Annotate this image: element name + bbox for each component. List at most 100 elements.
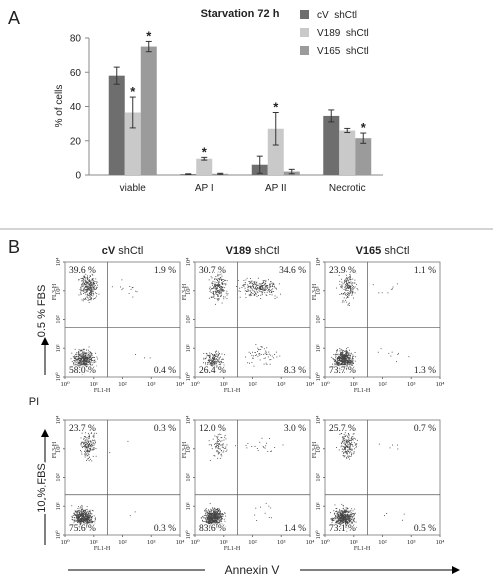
- event-dot: [354, 365, 356, 367]
- event-dot: [347, 447, 349, 448]
- event-dot: [346, 356, 348, 358]
- event-dot: [345, 447, 346, 449]
- event-dot: [223, 448, 225, 449]
- event-dot: [73, 362, 74, 364]
- event-dot: [219, 361, 220, 363]
- event-dot: [216, 365, 218, 367]
- event-dot: [210, 289, 211, 291]
- event-dot: [86, 296, 88, 298]
- event-dot: [348, 284, 350, 286]
- event-dot: [340, 517, 342, 519]
- event-dot: [90, 358, 91, 360]
- event-dot: [352, 369, 354, 370]
- event-dot: [349, 277, 351, 279]
- event-dot: [81, 514, 83, 516]
- event-dot: [80, 288, 82, 290]
- event-dot: [83, 436, 85, 437]
- event-dot: [95, 281, 97, 282]
- event-dot: [214, 368, 216, 370]
- event-dot: [88, 432, 89, 434]
- event-dot: [217, 292, 219, 293]
- event-dot: [84, 454, 86, 455]
- event-dot: [89, 280, 91, 281]
- event-dot: [85, 358, 87, 360]
- event-dot: [346, 283, 347, 284]
- event-dot: [121, 289, 123, 291]
- event-dot: [91, 278, 93, 280]
- event-dot: [81, 280, 83, 282]
- event-dot: [274, 295, 276, 297]
- event-dot: [92, 359, 94, 361]
- event-dot: [353, 433, 355, 434]
- event-dot: [343, 522, 344, 524]
- event-dot: [256, 285, 257, 287]
- event-dot: [220, 288, 222, 290]
- event-dot: [78, 359, 80, 361]
- event-dot: [218, 292, 220, 294]
- event-dot: [88, 523, 90, 525]
- event-dot: [79, 519, 81, 520]
- event-dot: [90, 519, 92, 521]
- event-dot: [350, 444, 351, 445]
- event-dot: [267, 356, 269, 358]
- event-dot: [257, 277, 259, 279]
- event-dot: [90, 448, 91, 450]
- event-dot: [77, 519, 78, 521]
- event-dot: [82, 523, 84, 525]
- event-dot: [215, 278, 217, 280]
- event-dot: [346, 451, 347, 453]
- x-axis-name: FL1-H: [224, 546, 241, 552]
- event-dot: [209, 286, 211, 288]
- event-dot: [89, 358, 91, 360]
- event-dot: [349, 449, 351, 451]
- event-dot: [262, 290, 264, 292]
- event-dot: [218, 281, 219, 283]
- event-dot: [88, 521, 90, 523]
- event-dot: [333, 519, 335, 521]
- event-dot: [87, 361, 89, 363]
- event-dot: [340, 286, 342, 287]
- y-tick-label: 10⁰: [55, 530, 62, 540]
- event-dot: [208, 517, 210, 518]
- event-dot: [210, 519, 212, 521]
- event-dot: [88, 456, 90, 458]
- event-dot: [86, 282, 88, 284]
- event-dot: [206, 513, 208, 515]
- event-dot: [88, 522, 90, 524]
- event-dot: [250, 286, 252, 288]
- event-dot: [218, 522, 220, 523]
- event-dot: [345, 518, 347, 520]
- event-dot: [345, 445, 347, 447]
- event-dot: [217, 514, 219, 516]
- event-dot: [340, 366, 342, 367]
- event-dot: [76, 515, 77, 517]
- arrow-head: [41, 337, 49, 345]
- event-dot: [218, 429, 220, 431]
- event-dot: [344, 432, 346, 434]
- event-dot: [252, 290, 254, 292]
- event-dot: [205, 365, 207, 367]
- event-dot: [349, 514, 351, 516]
- event-dot: [93, 448, 95, 450]
- event-dot: [84, 364, 86, 366]
- x-tick-label: 10¹: [220, 381, 229, 388]
- event-dot: [213, 517, 214, 519]
- event-dot: [221, 524, 223, 525]
- event-dot: [342, 507, 344, 509]
- event-dot: [342, 299, 344, 301]
- event-dot: [352, 364, 353, 366]
- event-dot: [338, 514, 340, 515]
- event-dot: [212, 510, 214, 512]
- event-dot: [341, 441, 343, 443]
- event-dot: [352, 286, 354, 287]
- event-dot: [341, 519, 343, 521]
- event-dot: [344, 510, 346, 511]
- x-tick-label: 10¹: [350, 539, 359, 546]
- event-dot: [75, 520, 77, 522]
- event-dot: [218, 281, 220, 283]
- event-dot: [215, 292, 217, 294]
- event-dot: [76, 516, 78, 518]
- event-dot: [339, 517, 341, 519]
- event-dot: [377, 351, 379, 353]
- event-dot: [89, 352, 91, 354]
